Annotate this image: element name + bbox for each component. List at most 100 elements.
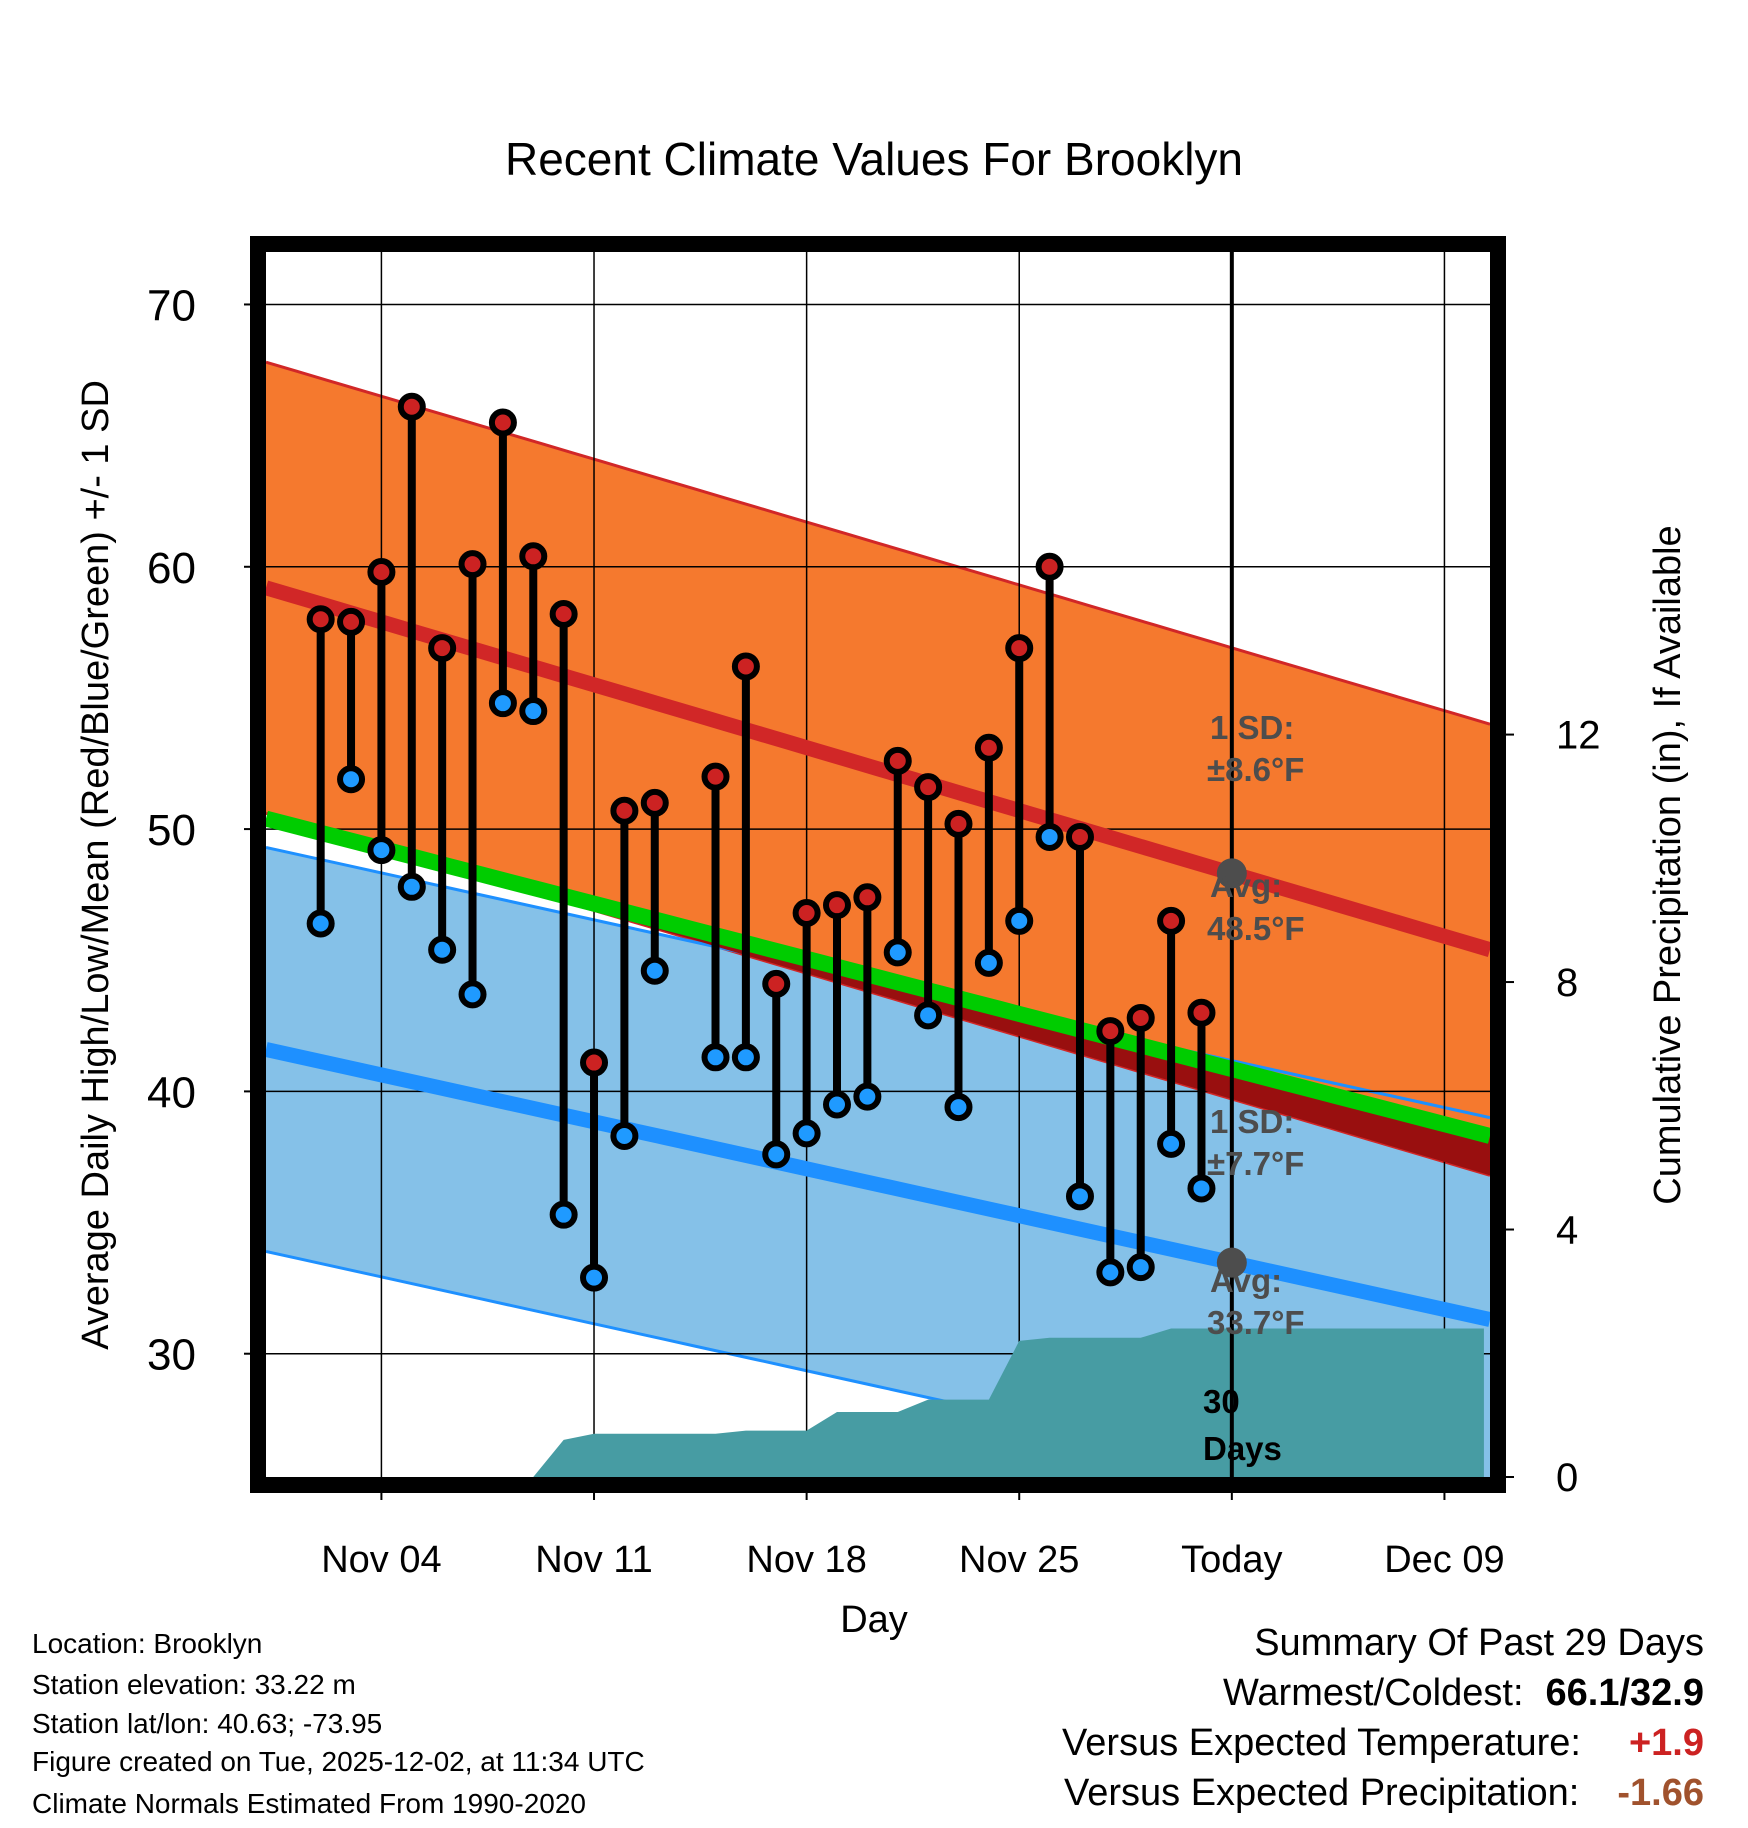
- plot-frame: [250, 236, 1506, 1493]
- today-low-normal-marker: [1216, 1247, 1247, 1278]
- low-sd-value: ±7.7°F: [1207, 1145, 1304, 1182]
- annotations: 1 SD: ±8.6°F Avg: 48.5°F 1 SD: ±7.7°F Av…: [1203, 709, 1305, 1467]
- high-avg-value: 48.5°F: [1207, 910, 1305, 947]
- low-temp-point: [853, 1082, 882, 1111]
- low-temp-point: [337, 765, 366, 794]
- y-tick-label: 70: [147, 281, 196, 330]
- summary-temperature: Versus Expected Temperature: +1.9: [1062, 1722, 1704, 1765]
- high-temp-point: [1096, 1017, 1125, 1046]
- high-temp-point: [1035, 552, 1064, 581]
- high-temp-point: [488, 408, 517, 437]
- axes: 30 40 50 60 70 0 4 8 12 Nov 04 Nov 11 Nov 18 Nov 25 T…: [147, 251, 1601, 1581]
- low-temp-point: [974, 948, 1003, 977]
- high-temp-point: [367, 558, 396, 587]
- low-temp-point: [883, 938, 912, 967]
- low-temp-point: [944, 1093, 973, 1122]
- high-temp-point: [853, 883, 882, 912]
- warm-cold-label: Warmest/Coldest:: [1222, 1672, 1524, 1714]
- low-temp-point: [306, 909, 335, 938]
- latlon-text: Station lat/lon: 40.63; -73.95: [32, 1708, 383, 1739]
- x-tick-label: Today: [1181, 1539, 1282, 1581]
- x-tick-label: Nov 11: [535, 1539, 653, 1581]
- precip-label: Versus Expected Precipitation:: [1063, 1772, 1580, 1814]
- high-temp-point: [549, 599, 578, 628]
- high-sd-label: 1 SD:: [1210, 709, 1294, 746]
- low-temp-point: [458, 980, 487, 1009]
- low-temp-point: [792, 1119, 821, 1148]
- low-temp-point: [1187, 1174, 1216, 1203]
- summary-warm-cold: Warmest/Coldest: 66.1/32.9: [1223, 1672, 1704, 1715]
- high-temp-point: [974, 733, 1003, 762]
- low-temp-point: [610, 1121, 639, 1150]
- high-temp-point: [458, 550, 487, 579]
- temp-label: Versus Expected Temperature:: [1062, 1722, 1581, 1764]
- low-temp-point: [549, 1200, 578, 1229]
- temp-anomaly-value: +1.9: [1628, 1722, 1704, 1764]
- high-temp-point: [1005, 634, 1034, 663]
- low-temp-point: [580, 1263, 609, 1292]
- low-sd-band: [266, 847, 1490, 1477]
- created-text: Figure created on Tue, 2025-12-02, at 11…: [32, 1746, 645, 1777]
- low-temp-point: [1005, 906, 1034, 935]
- high-temp-point: [944, 809, 973, 838]
- x-tick-label: Nov 18: [746, 1539, 866, 1581]
- y-axis-label: Average Daily High/Low/Mean (Red/Blue/Gr…: [75, 380, 117, 1350]
- y-tick-label: 40: [147, 1068, 196, 1117]
- high-avg-label: Avg:: [1210, 867, 1282, 904]
- today-line: [1216, 252, 1247, 1477]
- low-avg-value: 33.7°F: [1207, 1304, 1305, 1341]
- y-tick-label: 30: [147, 1331, 196, 1380]
- high-temp-point: [580, 1048, 609, 1077]
- y2-tick-label: 4: [1556, 1209, 1578, 1253]
- low-temp-point: [640, 956, 669, 985]
- low-temp-point: [1035, 822, 1064, 851]
- warm-cold-value: 66.1/32.9: [1545, 1672, 1704, 1714]
- x-tick-label: Nov 04: [321, 1539, 441, 1581]
- low-sd-label: 1 SD:: [1210, 1103, 1294, 1140]
- high-temp-point: [610, 796, 639, 825]
- y2-tick-label: 0: [1556, 1456, 1578, 1500]
- high-temp-point: [1065, 822, 1094, 851]
- low-avg-label: Avg:: [1210, 1262, 1282, 1299]
- high-temp-point: [519, 542, 548, 571]
- location-text: Location: Brooklyn: [32, 1628, 263, 1659]
- low-temp-point: [914, 1001, 943, 1030]
- high-temp-point: [762, 969, 791, 998]
- summary-precipitation: Versus Expected Precipitation: -1.66: [1064, 1772, 1704, 1815]
- precipitation-area: [320, 1328, 1484, 1477]
- low-temp-point: [428, 935, 457, 964]
- summary-title: Summary Of Past 29 Days: [1254, 1622, 1704, 1664]
- x-tick-label: Nov 25: [959, 1539, 1079, 1581]
- cumulative-precipitation: [320, 1328, 1484, 1477]
- low-temp-point: [367, 836, 396, 865]
- low-temp-point: [488, 689, 517, 718]
- high-temp-point: [701, 762, 730, 791]
- temperature-points: [306, 392, 1216, 1292]
- today-high-normal-marker: [1216, 858, 1247, 889]
- low-temp-point: [762, 1140, 791, 1169]
- high-temp-point: [731, 652, 760, 681]
- low-temp-point: [397, 872, 426, 901]
- x-axis-label: Day: [840, 1599, 908, 1641]
- low-temp-point: [1126, 1253, 1155, 1282]
- precip-anomaly-value: -1.66: [1617, 1772, 1704, 1814]
- high-temp-point: [640, 788, 669, 817]
- low-temp-point: [1065, 1182, 1094, 1211]
- high-sd-upper-edge: [266, 360, 1490, 726]
- high-sd-value: ±8.6°F: [1207, 751, 1304, 788]
- low-temp-point: [731, 1043, 760, 1072]
- days-count: 30: [1203, 1383, 1240, 1420]
- y2-tick-label: 8: [1556, 961, 1578, 1005]
- y2-tick-label: 12: [1556, 714, 1601, 758]
- high-temp-point: [914, 773, 943, 802]
- low-temp-point: [1157, 1129, 1186, 1158]
- low-normal-line: [266, 1042, 1490, 1327]
- high-temp-point: [883, 746, 912, 775]
- high-temp-point: [1157, 906, 1186, 935]
- high-temp-point: [792, 899, 821, 928]
- low-temp-point: [701, 1043, 730, 1072]
- temperature-stems: [316, 406, 1206, 1278]
- low-temp-point: [1096, 1258, 1125, 1287]
- y-tick-label: 60: [147, 544, 196, 593]
